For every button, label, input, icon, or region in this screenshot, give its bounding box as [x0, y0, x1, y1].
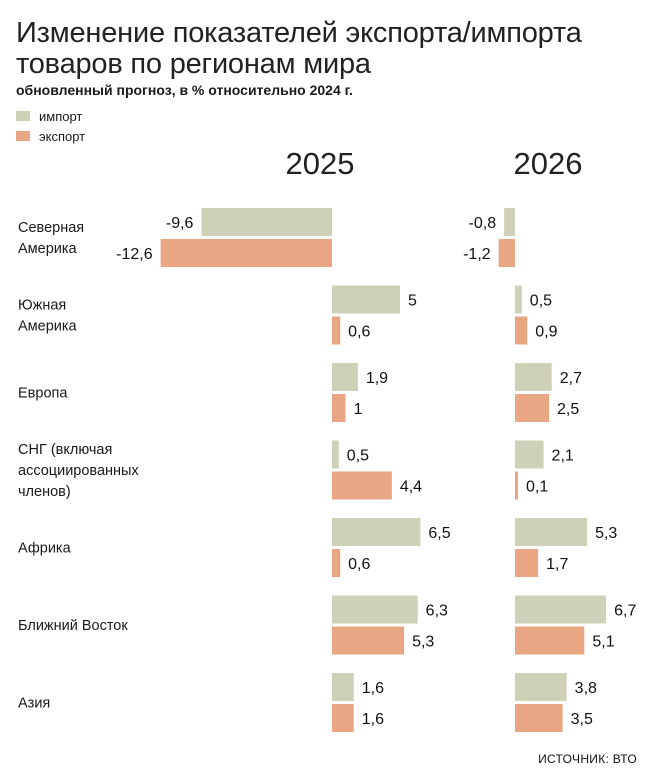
category-label-5-0: Ближний Восток	[18, 618, 128, 634]
bar-импорт-2026-6	[515, 673, 567, 701]
bar-экспорт-2025-6	[332, 704, 354, 732]
category-label-6-0: Азия	[18, 696, 50, 712]
source-note: ИСТОЧНИК: ВТО	[538, 752, 637, 766]
bar-импорт-2025-4	[332, 518, 421, 546]
bar-экспорт-2025-5	[332, 626, 405, 655]
value-label-импорт-2026-6: 3,8	[575, 680, 597, 697]
legend-item-export: экспорт	[16, 126, 85, 146]
category-label-1-0: Южная	[18, 298, 66, 314]
bar-экспорт-2025-4	[332, 549, 341, 577]
value-label-экспорт-2025-3: 4,4	[400, 479, 422, 496]
bar-импорт-2025-0	[201, 208, 332, 236]
bar-импорт-2026-3	[515, 440, 544, 469]
value-label-импорт-2025-6: 1,6	[362, 680, 384, 697]
bar-экспорт-2025-3	[332, 471, 392, 500]
value-label-экспорт-2026-3: 0,1	[526, 479, 548, 496]
value-label-импорт-2025-4: 6,5	[428, 525, 450, 542]
legend-item-import: импорт	[16, 106, 85, 126]
value-label-экспорт-2026-6: 3,5	[571, 711, 593, 728]
bar-экспорт-2025-2	[332, 394, 346, 422]
value-label-импорт-2026-1: 0,5	[530, 293, 552, 310]
bar-импорт-2025-6	[332, 673, 354, 701]
category-label-3-0: СНГ (включая	[18, 442, 112, 458]
category-label-2-0: Европа	[18, 386, 68, 402]
category-label-3-2: членов)	[18, 484, 71, 500]
category-label-4-0: Африка	[18, 541, 72, 557]
legend: импорт экспорт	[16, 106, 85, 146]
bar-экспорт-2026-5	[515, 626, 585, 655]
bar-экспорт-2026-3	[515, 471, 518, 500]
value-label-импорт-2026-3: 2,1	[552, 448, 574, 465]
value-label-экспорт-2026-0: -1,2	[463, 246, 491, 263]
bar-импорт-2026-4	[515, 518, 588, 546]
value-label-экспорт-2025-2: 1	[354, 401, 363, 418]
bar-экспорт-2026-2	[515, 394, 549, 422]
bar-экспорт-2026-0	[498, 239, 515, 267]
value-label-импорт-2025-1: 5	[408, 293, 417, 310]
value-label-экспорт-2026-1: 0,9	[535, 324, 557, 341]
bar-экспорт-2026-4	[515, 549, 539, 577]
chart-title-line-1: Изменение показателей экспорта/импорта	[16, 17, 582, 49]
bar-экспорт-2026-6	[515, 704, 563, 732]
legend-swatch-export	[16, 131, 30, 141]
panel-header-2026: 2026	[514, 146, 583, 181]
bar-экспорт-2025-1	[332, 316, 341, 345]
legend-label-import: импорт	[39, 108, 83, 124]
value-label-импорт-2026-5: 6,7	[614, 603, 636, 620]
bar-импорт-2025-5	[332, 595, 418, 624]
category-label-3-1: ассоциированных	[18, 463, 139, 479]
value-label-экспорт-2025-6: 1,6	[362, 711, 384, 728]
bar-импорт-2026-1	[515, 285, 522, 314]
value-label-импорт-2025-5: 6,3	[426, 603, 448, 620]
value-label-экспорт-2025-4: 0,6	[348, 556, 370, 573]
value-label-импорт-2026-4: 5,3	[595, 525, 617, 542]
value-label-импорт-2025-2: 1,9	[366, 370, 388, 387]
panel-header-2025: 2025	[286, 146, 355, 181]
chart-subtitle: обновленный прогноз, в % относительно 20…	[16, 82, 353, 98]
chart-title-line-2: товаров по регионам мира	[16, 48, 371, 80]
bar-импорт-2026-2	[515, 363, 552, 391]
value-label-импорт-2026-0: -0,8	[469, 215, 497, 232]
bar-импорт-2025-2	[332, 363, 358, 391]
value-label-импорт-2025-0: -9,6	[166, 215, 194, 232]
value-label-экспорт-2025-1: 0,6	[348, 324, 370, 341]
value-label-импорт-2026-2: 2,7	[560, 370, 582, 387]
legend-label-export: экспорт	[39, 128, 86, 144]
bar-экспорт-2026-1	[515, 316, 528, 345]
value-label-импорт-2025-3: 0,5	[347, 448, 369, 465]
legend-swatch-import	[16, 111, 30, 121]
value-label-экспорт-2026-5: 5,1	[592, 634, 614, 651]
value-label-экспорт-2026-2: 2,5	[557, 401, 579, 418]
category-label-1-1: Америка	[18, 319, 78, 335]
chart-title: Изменение показателей экспорта/импорта т…	[16, 18, 582, 80]
value-label-экспорт-2026-4: 1,7	[546, 556, 568, 573]
bar-импорт-2025-1	[332, 285, 400, 314]
value-label-экспорт-2025-0: -12,6	[116, 246, 153, 263]
bar-импорт-2025-3	[332, 440, 339, 469]
bar-импорт-2026-0	[504, 208, 515, 236]
bar-импорт-2026-5	[515, 595, 607, 624]
category-label-0-0: Северная	[18, 220, 84, 236]
value-label-экспорт-2025-5: 5,3	[412, 634, 434, 651]
category-label-0-1: Америка	[18, 241, 78, 257]
bar-экспорт-2025-0	[160, 239, 332, 267]
